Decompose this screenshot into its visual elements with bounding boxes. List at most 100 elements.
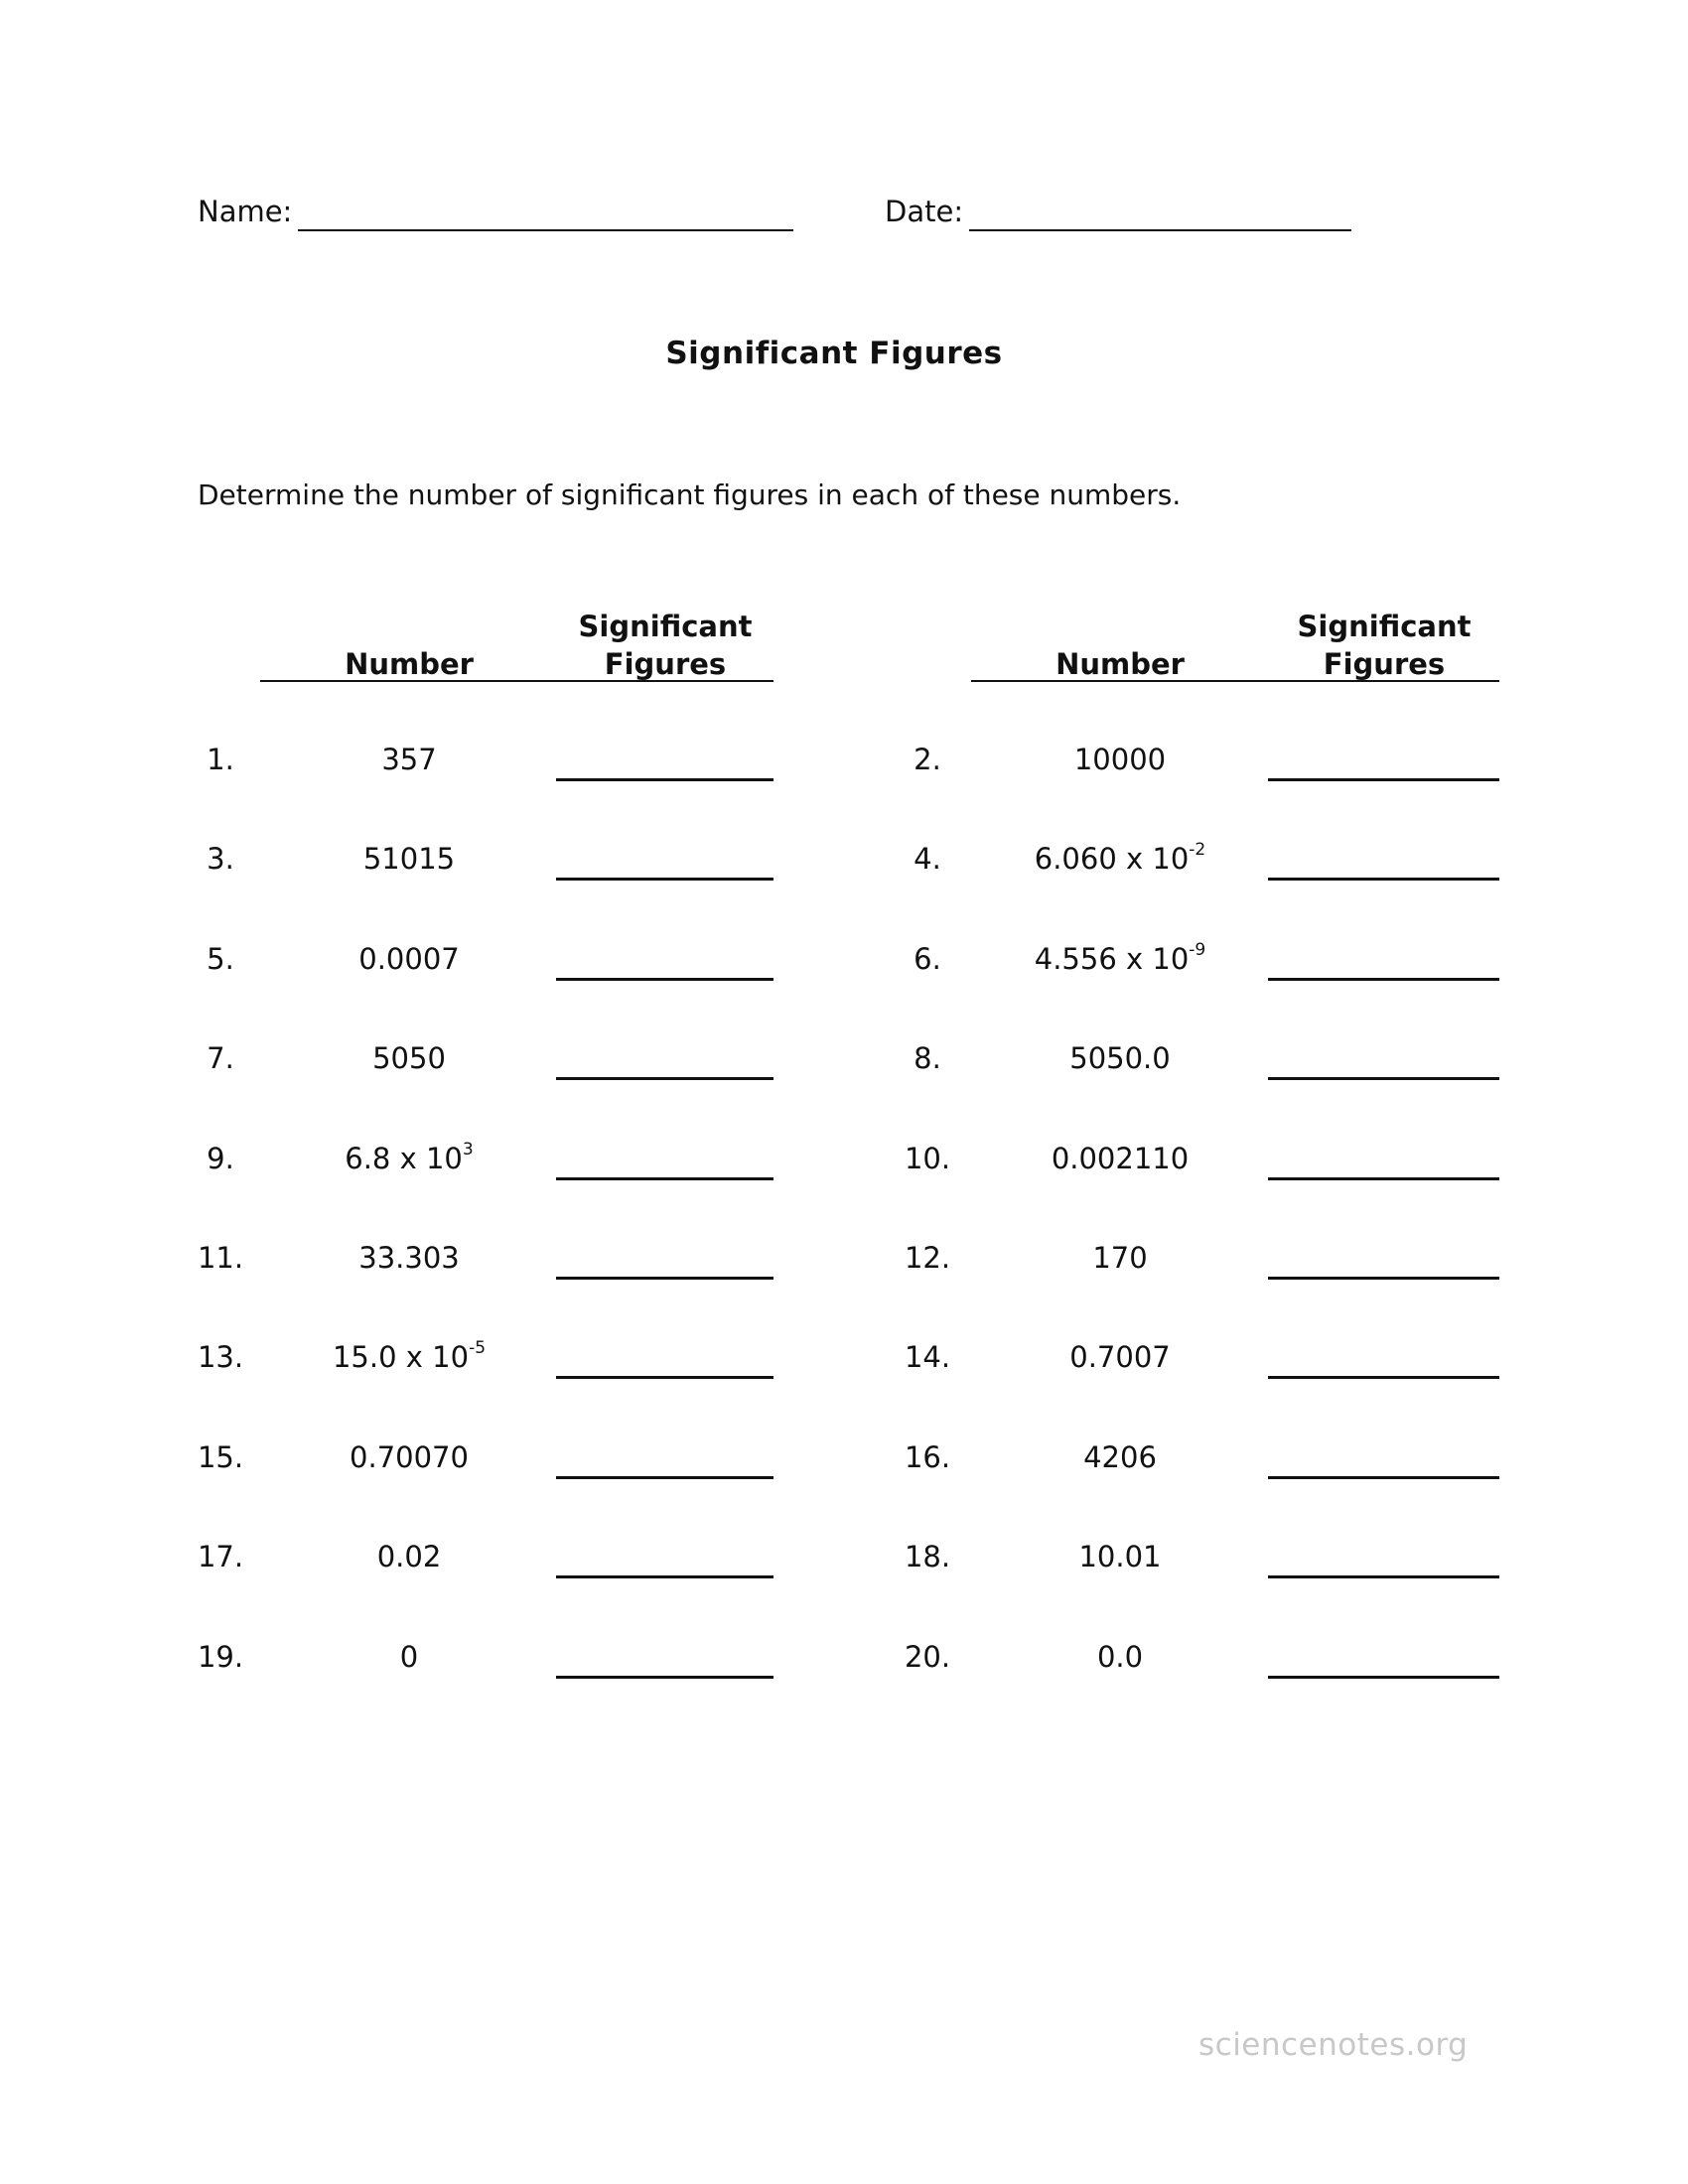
problem-value: 6.060 x 10-2 bbox=[971, 840, 1269, 877]
answer-blank[interactable] bbox=[1268, 1376, 1499, 1380]
value-base: 33.303 bbox=[358, 1241, 460, 1275]
problem-value: 0 bbox=[260, 1640, 558, 1674]
problem-value: 0.0007 bbox=[260, 942, 558, 976]
value-base: 357 bbox=[381, 743, 437, 776]
value-exponent: -2 bbox=[1189, 840, 1206, 861]
answer-blank[interactable] bbox=[1268, 1575, 1499, 1579]
problem-value: 0.70070 bbox=[260, 1440, 558, 1474]
problem-number: 2. bbox=[914, 743, 941, 776]
problem-number: 15. bbox=[197, 1439, 244, 1474]
answer-blank[interactable] bbox=[556, 878, 774, 882]
problem-number: 11. bbox=[197, 1241, 244, 1275]
value-base: 170 bbox=[1092, 1241, 1148, 1275]
value-base: 0.7007 bbox=[1069, 1340, 1171, 1375]
problem-number: 12. bbox=[904, 1241, 951, 1275]
problem-number: 9. bbox=[207, 1141, 234, 1175]
answer-blank[interactable] bbox=[1268, 1176, 1499, 1180]
value-exponent: 3 bbox=[462, 1139, 474, 1160]
header-divider bbox=[260, 680, 774, 682]
value-exponent: -9 bbox=[1189, 939, 1206, 960]
problem-value: 51015 bbox=[260, 842, 558, 876]
value-base: 5050.0 bbox=[1069, 1041, 1171, 1076]
problem-number: 17. bbox=[197, 1540, 244, 1574]
answer-blank[interactable] bbox=[556, 977, 774, 981]
value-base: 0.70070 bbox=[350, 1439, 469, 1474]
problem-number: 3. bbox=[207, 842, 234, 877]
answer-blank[interactable] bbox=[556, 1475, 774, 1479]
value-base: 6.8 x 10 bbox=[345, 1141, 463, 1175]
answer-blank[interactable] bbox=[1268, 1277, 1499, 1280]
name-field[interactable] bbox=[298, 229, 793, 231]
name-label: Name: bbox=[198, 195, 293, 228]
answer-blank[interactable] bbox=[556, 1077, 774, 1081]
answer-blank[interactable] bbox=[1268, 1475, 1499, 1479]
answer-blank[interactable] bbox=[556, 1176, 774, 1180]
answer-blank[interactable] bbox=[556, 778, 774, 781]
value-base: 0.002110 bbox=[1051, 1141, 1190, 1175]
problem-value: 10.01 bbox=[971, 1540, 1269, 1573]
problem-number: 7. bbox=[207, 1041, 234, 1076]
header-divider bbox=[971, 680, 1499, 682]
problem-number: 20. bbox=[904, 1639, 951, 1674]
problem-number: 8. bbox=[914, 1041, 941, 1076]
problem-number: 16. bbox=[904, 1439, 951, 1474]
value-base: 4.556 x 10 bbox=[1034, 941, 1190, 976]
watermark: sciencenotes.org bbox=[1198, 2027, 1469, 2063]
problem-value: 5050 bbox=[260, 1041, 558, 1075]
value-base: 5050 bbox=[372, 1041, 446, 1076]
answer-blank[interactable] bbox=[556, 1277, 774, 1280]
column-header-significant-figures: Significant Figures bbox=[536, 608, 794, 683]
value-base: 4206 bbox=[1083, 1439, 1157, 1474]
value-base: 51015 bbox=[362, 842, 456, 877]
value-base: 0 bbox=[399, 1639, 419, 1674]
problem-value: 6.8 x 103 bbox=[260, 1139, 558, 1175]
header-line2: Figures bbox=[604, 647, 727, 681]
problem-number: 4. bbox=[914, 842, 941, 877]
column-header-significant-figures: Significant Figures bbox=[1255, 608, 1513, 683]
value-base: 15.0 x 10 bbox=[332, 1340, 470, 1375]
header-line1: Significant bbox=[1297, 610, 1472, 643]
answer-blank[interactable] bbox=[556, 1675, 774, 1679]
problem-number: 10. bbox=[904, 1141, 951, 1175]
problem-number: 18. bbox=[904, 1540, 951, 1574]
answer-blank[interactable] bbox=[1268, 977, 1499, 981]
problem-value: 4.556 x 10-9 bbox=[971, 939, 1269, 976]
value-base: 10000 bbox=[1073, 743, 1167, 776]
problem-value: 0.002110 bbox=[971, 1142, 1269, 1175]
answer-blank[interactable] bbox=[1268, 1675, 1499, 1679]
problem-value: 0.0 bbox=[971, 1640, 1269, 1674]
page-title: Significant Figures bbox=[665, 336, 1003, 371]
problem-value: 170 bbox=[971, 1241, 1269, 1275]
problem-value: 10000 bbox=[971, 743, 1269, 776]
column-header-number: Number bbox=[1055, 647, 1185, 681]
problem-number: 1. bbox=[207, 743, 234, 776]
problem-value: 0.7007 bbox=[971, 1340, 1269, 1374]
answer-blank[interactable] bbox=[1268, 878, 1499, 882]
value-exponent: -5 bbox=[469, 1338, 487, 1359]
problem-number: 13. bbox=[197, 1340, 244, 1375]
problem-number: 5. bbox=[207, 941, 234, 976]
answer-blank[interactable] bbox=[556, 1376, 774, 1380]
problem-value: 4206 bbox=[971, 1440, 1269, 1474]
value-base: 10.01 bbox=[1078, 1540, 1162, 1574]
answer-blank[interactable] bbox=[1268, 778, 1499, 781]
header-line2: Figures bbox=[1323, 647, 1446, 681]
answer-blank[interactable] bbox=[1268, 1077, 1499, 1081]
answer-blank[interactable] bbox=[556, 1575, 774, 1579]
problem-value: 33.303 bbox=[260, 1241, 558, 1275]
problem-value: 357 bbox=[260, 743, 558, 776]
problem-number: 6. bbox=[914, 941, 941, 976]
column-header-number: Number bbox=[345, 647, 474, 681]
date-field[interactable] bbox=[969, 229, 1351, 231]
problem-value: 0.02 bbox=[260, 1540, 558, 1573]
value-base: 6.060 x 10 bbox=[1034, 842, 1190, 877]
problem-number: 14. bbox=[904, 1340, 951, 1375]
date-label: Date: bbox=[885, 195, 964, 228]
value-base: 0.0 bbox=[1096, 1639, 1144, 1674]
problem-value: 5050.0 bbox=[971, 1041, 1269, 1075]
problem-value: 15.0 x 10-5 bbox=[260, 1338, 558, 1375]
problem-number: 19. bbox=[197, 1639, 244, 1674]
header-line1: Significant bbox=[578, 610, 753, 643]
value-base: 0.02 bbox=[376, 1540, 442, 1574]
instructions: Determine the number of significant figu… bbox=[198, 478, 1182, 511]
